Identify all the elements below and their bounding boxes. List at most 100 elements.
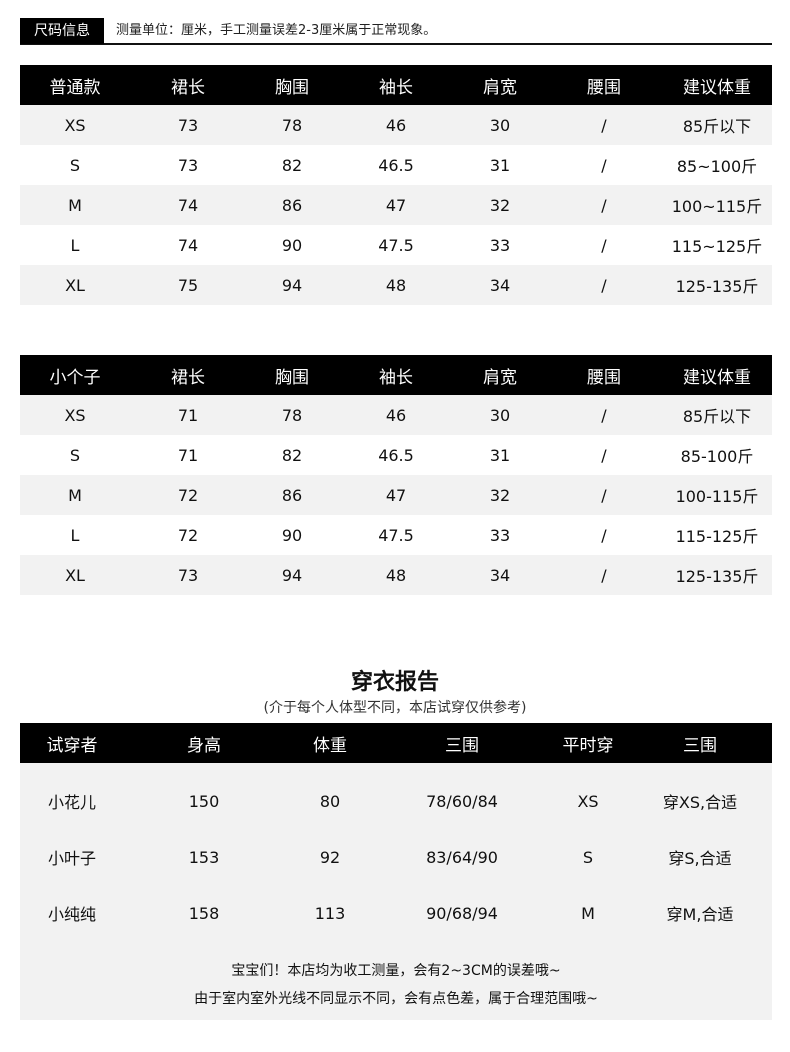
table-cell: 100-115斤 <box>675 487 759 506</box>
table-row: XL 75 94 48 34 / 125-135斤 <box>20 265 772 305</box>
column-header: 体重 <box>313 735 347 756</box>
column-header: 肩宽 <box>483 77 517 98</box>
table-cell: / <box>601 405 607 425</box>
table-cell: 113 <box>314 903 346 923</box>
table-cell: / <box>601 155 607 175</box>
table-cell: / <box>601 235 607 255</box>
table-cell: 73 <box>177 155 199 175</box>
table-cell: 158 <box>188 903 220 923</box>
table-cell: 153 <box>188 847 220 867</box>
table-cell: 46 <box>385 405 407 425</box>
table-cell: M <box>68 195 82 215</box>
table-cell: 31 <box>489 445 511 465</box>
table-cell: 85-100斤 <box>680 447 754 466</box>
column-header: 建议体重 <box>683 367 751 388</box>
table-cell: 47.5 <box>378 525 414 545</box>
table-cell: 32 <box>489 485 511 505</box>
column-header: 试穿者 <box>46 735 98 756</box>
table-cell: 小花儿 <box>47 793 96 812</box>
table-cell: 115~125斤 <box>671 237 763 256</box>
table-cell: 71 <box>177 445 199 465</box>
table-cell: 90/68/94 <box>426 903 498 923</box>
table-cell: 90 <box>281 525 303 545</box>
column-header: 腰围 <box>587 77 621 98</box>
column-header: 建议体重 <box>683 77 751 98</box>
table-cell: 78 <box>281 115 303 135</box>
table-cell: 30 <box>489 405 511 425</box>
note-line: 由于室内室外光线不同显示不同，会有点色差，属于合理范围哦~ <box>194 991 598 1007</box>
column-header: 袖长 <box>379 77 413 98</box>
size-info-header: 尺码信息 测量单位：厘米，手工测量误差2-3厘米属于正常现象。 <box>20 18 772 45</box>
table-cell: 74 <box>177 195 199 215</box>
table-cell: S <box>69 445 81 465</box>
table-cell: 32 <box>489 195 511 215</box>
table-cell: 85斤以下 <box>682 407 752 426</box>
table-cell: 72 <box>177 525 199 545</box>
column-header: 袖长 <box>379 367 413 388</box>
column-header: 普通款 <box>49 77 101 98</box>
table-cell: 47.5 <box>378 235 414 255</box>
column-header: 腰围 <box>587 367 621 388</box>
table-cell: 150 <box>188 791 220 811</box>
column-header: 胸围 <box>275 367 309 388</box>
table-cell: 125-135斤 <box>675 277 759 296</box>
column-header: 肩宽 <box>483 367 517 388</box>
regular-size-table: 普通款 裙长 胸围 袖长 肩宽 腰围 建议体重 XS 73 78 46 30 / 85斤以下 S 73 82 46… <box>20 65 772 305</box>
table-row: L 74 90 47.5 33 / 115~125斤 <box>20 225 772 265</box>
table-cell: 46.5 <box>378 155 414 175</box>
table-cell: / <box>601 115 607 135</box>
column-header: 身高 <box>187 735 221 756</box>
table-row: XS 71 78 46 30 / 85斤以下 <box>20 395 772 435</box>
table-cell: XL <box>65 565 85 585</box>
table-cell: / <box>601 485 607 505</box>
table-cell: / <box>601 565 607 585</box>
table-cell: 86 <box>281 195 303 215</box>
table-row: XL 73 94 48 34 / 125-135斤 <box>20 555 772 595</box>
column-header: 裙长 <box>171 77 205 98</box>
table-cell: 94 <box>281 275 303 295</box>
table-row: S 71 82 46.5 31 / 85-100斤 <box>20 435 772 475</box>
table-row: XS 73 78 46 30 / 85斤以下 <box>20 105 772 145</box>
table-cell: 92 <box>319 847 341 867</box>
table-cell: 34 <box>489 565 511 585</box>
column-header: 三围 <box>445 735 479 756</box>
table-cell: M <box>581 903 595 923</box>
table-cell: XL <box>65 275 85 295</box>
table-cell: 80 <box>319 791 341 811</box>
measurement-note: 测量单位：厘米，手工测量误差2-3厘米属于正常现象。 <box>116 23 437 38</box>
column-header: 胸围 <box>275 77 309 98</box>
column-header: 平时穿 <box>562 735 614 756</box>
table-row: 小纯纯 158 113 90/68/94 M 穿M,合适 <box>20 885 772 941</box>
table-row: 小叶子 153 92 83/64/90 S 穿S,合适 <box>20 829 772 885</box>
report-title: 穿衣报告 <box>350 670 439 695</box>
table-cell: / <box>601 275 607 295</box>
table-cell: 75 <box>177 275 199 295</box>
table-cell: 90 <box>281 235 303 255</box>
table-cell: 115-125斤 <box>675 527 759 546</box>
column-header: 小个子 <box>49 367 101 388</box>
table-cell: 48 <box>385 275 407 295</box>
table-cell: / <box>601 195 607 215</box>
table-cell: 72 <box>177 485 199 505</box>
size-info-tag: 尺码信息 <box>20 18 104 44</box>
header-row: 普通款 裙长 胸围 袖长 肩宽 腰围 建议体重 <box>20 65 772 105</box>
table-cell: 78/60/84 <box>426 791 498 811</box>
table-cell: 100~115斤 <box>671 197 763 216</box>
table-cell: 74 <box>177 235 199 255</box>
table-row: 小花儿 150 80 78/60/84 XS 穿XS,合适 <box>20 773 772 829</box>
table-cell: 73 <box>177 115 199 135</box>
table-cell: 46.5 <box>378 445 414 465</box>
table-cell: 48 <box>385 565 407 585</box>
table-cell: 73 <box>177 565 199 585</box>
table-cell: 46 <box>385 115 407 135</box>
table-row: M 72 86 47 32 / 100-115斤 <box>20 475 772 515</box>
table-cell: 34 <box>489 275 511 295</box>
table-cell: 78 <box>281 405 303 425</box>
table-cell: 33 <box>489 235 511 255</box>
table-cell: 30 <box>489 115 511 135</box>
table-row: S 73 82 46.5 31 / 85~100斤 <box>20 145 772 185</box>
table-cell: 94 <box>281 565 303 585</box>
table-cell: 125-135斤 <box>675 567 759 586</box>
column-header: 三围 <box>683 735 717 756</box>
table-cell: 85斤以下 <box>682 117 752 136</box>
